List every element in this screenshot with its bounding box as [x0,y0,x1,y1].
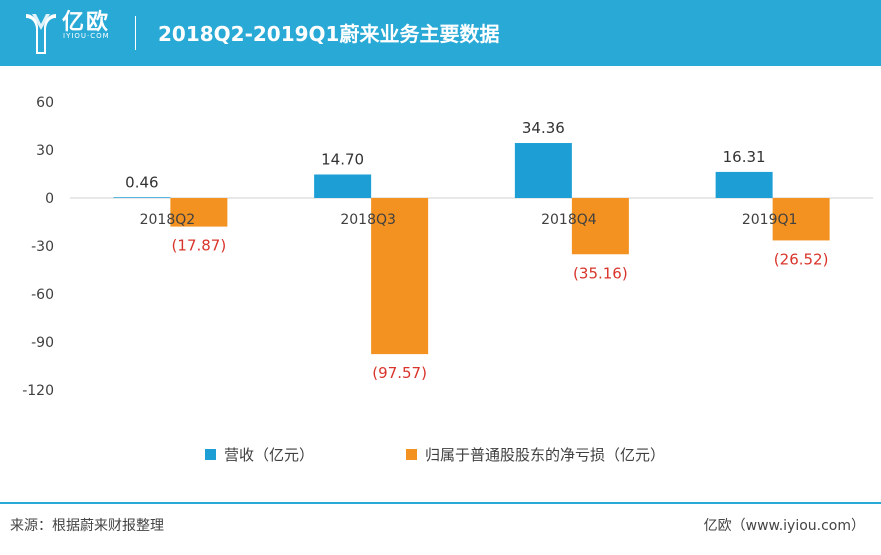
bar-net-loss [571,198,629,255]
y-tick-label: 60 [36,95,54,111]
legend-item-net-loss: 归属于普通股股东的净亏损（亿元） [406,444,665,465]
chart-legend: 营收（亿元） 归属于普通股股东的净亏损（亿元） [0,444,881,464]
y-tick-label: 0 [45,191,54,207]
data-label-net-loss: (97.57) [372,364,427,382]
data-label-net-loss: (26.52) [774,250,829,268]
data-label-net-loss: (17.87) [172,237,227,255]
bar-revenue [314,174,372,198]
bar-revenue [113,197,171,198]
bar-net-loss [772,198,830,241]
data-label-net-loss: (35.16) [573,264,628,282]
bar-revenue [715,171,773,198]
y-tick-label: -120 [22,383,54,399]
data-label-revenue: 14.70 [321,150,364,168]
page-title: 2018Q2-2019Q1蔚来业务主要数据 [158,22,500,46]
yiou-logo-icon [26,14,56,54]
source-note: 来源：根据蔚来财报整理 [10,518,164,534]
header-bar: 亿欧 IYIOU·COM 2018Q2-2019Q1蔚来业务主要数据 [0,0,881,66]
x-category-label: 2018Q2 [140,212,196,228]
legend-swatch-revenue [205,449,216,460]
y-tick-label: -90 [31,335,54,351]
bar-net-loss [371,198,429,355]
footer-divider [0,502,881,504]
x-category-label: 2018Q3 [340,212,396,228]
legend-item-revenue: 营收（亿元） [205,444,314,465]
data-label-revenue: 0.46 [125,173,158,191]
bar-chart: 60 30 0 -30 -60 -90 -120 0.46 (17.87) 2018Q2 14.70… [22,95,873,399]
legend-label-revenue: 营收（亿元） [224,446,315,464]
data-label-revenue: 16.31 [723,148,766,166]
brand-name-cn: 亿欧 [62,10,111,35]
y-tick-label: -30 [31,239,54,255]
bar-revenue [514,143,572,198]
y-tick-label: 30 [36,143,54,159]
site-credit: 亿欧（www.iyiou.com） [703,518,865,534]
legend-swatch-net-loss [406,449,417,460]
header-divider [135,16,136,50]
data-label-revenue: 34.36 [522,119,565,137]
bar-net-loss [170,198,228,227]
x-category-label: 2018Q4 [541,212,597,228]
legend-label-net-loss: 归属于普通股股东的净亏损（亿元） [425,446,666,464]
y-tick-label: -60 [31,287,54,303]
x-category-label: 2019Q1 [742,212,798,228]
brand-name-en: IYIOU·COM [63,32,110,40]
